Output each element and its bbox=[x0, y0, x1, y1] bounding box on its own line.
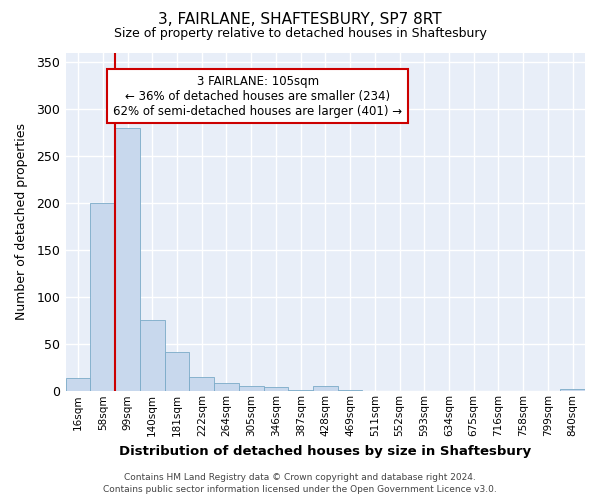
Bar bbox=[66, 378, 91, 392]
Bar bbox=[313, 386, 338, 392]
Bar bbox=[190, 377, 214, 392]
X-axis label: Distribution of detached houses by size in Shaftesbury: Distribution of detached houses by size … bbox=[119, 444, 532, 458]
Text: 3 FAIRLANE: 105sqm
← 36% of detached houses are smaller (234)
62% of semi-detach: 3 FAIRLANE: 105sqm ← 36% of detached hou… bbox=[113, 74, 403, 118]
Y-axis label: Number of detached properties: Number of detached properties bbox=[15, 124, 28, 320]
Bar bbox=[164, 352, 190, 392]
Bar bbox=[91, 203, 115, 392]
Text: Contains HM Land Registry data © Crown copyright and database right 2024.
Contai: Contains HM Land Registry data © Crown c… bbox=[103, 472, 497, 494]
Bar bbox=[288, 390, 313, 392]
Bar bbox=[263, 388, 288, 392]
Bar bbox=[115, 128, 140, 392]
Bar bbox=[239, 386, 263, 392]
Text: 3, FAIRLANE, SHAFTESBURY, SP7 8RT: 3, FAIRLANE, SHAFTESBURY, SP7 8RT bbox=[158, 12, 442, 28]
Bar bbox=[560, 390, 585, 392]
Bar bbox=[214, 383, 239, 392]
Bar bbox=[140, 320, 164, 392]
Bar bbox=[338, 390, 362, 392]
Text: Size of property relative to detached houses in Shaftesbury: Size of property relative to detached ho… bbox=[113, 28, 487, 40]
